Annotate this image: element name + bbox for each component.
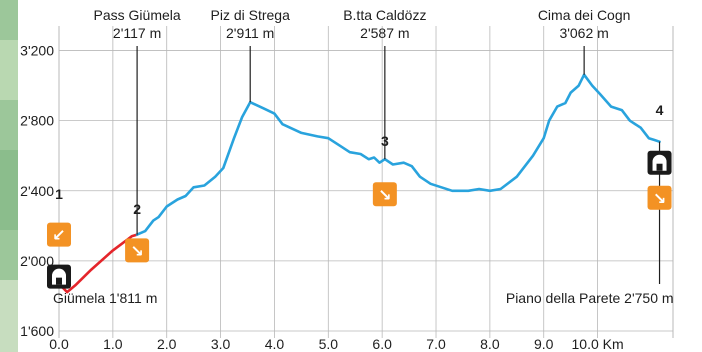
direction-arrow-icon: ↘ [378, 185, 391, 204]
plot-area [59, 26, 673, 338]
map-background-strip [0, 0, 18, 352]
endpoint-label: Giümela 1'811 m [53, 290, 157, 306]
elevation-profile-line [135, 73, 661, 236]
grid [58, 26, 674, 338]
axes: 1'600 2'000 2'400 2'800 3'200 0.0 1.0 2.0 3.0 4.0… [20, 43, 623, 352]
x-tick-label: 8.0 [480, 336, 500, 352]
x-tick-label: 4.0 [265, 336, 285, 352]
y-tick-label: 2'800 [20, 113, 54, 129]
x-tick-label: 3.0 [211, 336, 231, 352]
shelter-door-glyph [56, 277, 62, 285]
peak-elevation: 2'911 m [226, 25, 274, 41]
x-tick-label: 6.0 [372, 336, 392, 352]
x-tick-label: 10.0 Km [572, 336, 624, 352]
peak-elevation: 2'587 m [360, 25, 409, 41]
direction-sign-icon [647, 185, 672, 210]
y-tick-label: 1'600 [20, 323, 54, 339]
x-tick-label: 0.0 [49, 336, 69, 352]
y-tick-label: 2'400 [20, 183, 54, 199]
peak-elevation: 3'062 m [559, 25, 608, 41]
direction-sign-icon [47, 222, 71, 247]
y-tick-label: 3'200 [20, 43, 54, 59]
direction-arrow-icon: ↙ [52, 226, 65, 245]
x-tick-label: 1.0 [103, 336, 123, 352]
shelter-hut-glyph [52, 268, 66, 285]
direction-sign-icon [125, 238, 150, 263]
ascent-segment-line [57, 233, 139, 294]
direction-sign-icon [372, 182, 397, 207]
series [57, 73, 661, 294]
x-tick-label: 2.0 [157, 336, 177, 352]
x-tick-label: 9.0 [534, 336, 554, 352]
y-tick-label: 2'000 [20, 253, 54, 269]
x-tick-label: 7.0 [426, 336, 446, 352]
waypoint-number: 4 [656, 102, 664, 118]
annotations: Pass Giümela 2'117 m Piz di Strega 2'911 m B… [47, 7, 674, 306]
direction-arrow-icon: ↘ [653, 189, 666, 208]
peak-elevation: 2'117 m [113, 25, 161, 41]
peak-name: Piz di Strega [211, 7, 291, 23]
waypoint-number: 3 [381, 133, 389, 149]
endpoint-label: Piano della Parete 2'750 m [506, 290, 674, 306]
x-tick-label: 5.0 [319, 336, 339, 352]
waypoint-number: 1 [55, 186, 63, 202]
direction-arrow-icon: ↘ [130, 241, 143, 260]
shelter-hut-glyph [652, 154, 667, 171]
shelter-door-glyph [656, 163, 663, 171]
peak-name: B.tta Caldözz [343, 7, 426, 23]
waypoint-number: 2 [133, 201, 141, 217]
peak-name: Cima dei Cogn [538, 7, 631, 23]
peak-name: Pass Giümela [94, 7, 181, 23]
